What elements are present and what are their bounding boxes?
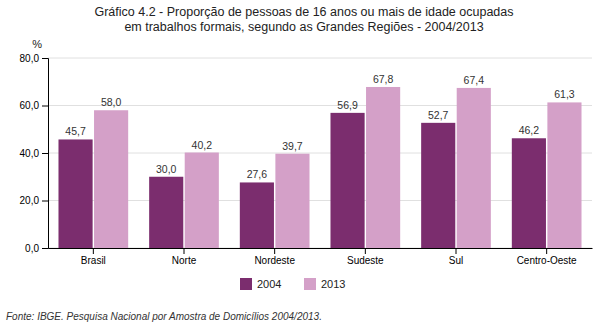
x-tick: Norte — [172, 248, 197, 266]
x-tick-mark — [456, 248, 457, 254]
y-axis-line — [42, 59, 49, 249]
data-labels: 45,7 30,0 27,6 56,9 52,7 46,2 58,0 40,2 39,7 67,8… — [65, 73, 574, 180]
legend-label: 2013 — [321, 278, 345, 290]
data-label: 58,0 — [101, 96, 122, 108]
footnote: Fonte: IBGE. Pesquisa Nacional por Amost… — [6, 311, 322, 322]
title-line: em trabalhos formais, segundo as Grandes… — [124, 20, 483, 34]
x-tick-label: Sul — [449, 255, 463, 266]
data-label: 39,7 — [282, 140, 303, 152]
legend-swatch — [240, 278, 252, 290]
bar — [366, 87, 400, 248]
bars — [58, 87, 581, 248]
legend-label: 2004 — [257, 278, 281, 290]
bar — [185, 153, 219, 248]
y-tick-mark — [42, 201, 48, 202]
y-tick: 80,0 — [20, 53, 48, 64]
legend-swatch — [304, 278, 316, 290]
data-label: 61,3 — [554, 88, 575, 100]
title-line: Gráfico 4.2 - Proporção de pessoas de 16… — [94, 5, 513, 19]
y-tick-label: 0,0 — [25, 243, 39, 254]
data-label: 67,8 — [373, 73, 394, 85]
title: Gráfico 4.2 - Proporção de pessoas de 16… — [94, 5, 513, 34]
bar — [58, 139, 92, 248]
bar — [94, 110, 128, 248]
grid-line — [48, 248, 592, 249]
y-tick-mark — [42, 106, 48, 107]
y-tick-label: 20,0 — [20, 195, 40, 206]
data-label: 46,2 — [519, 124, 540, 136]
data-label: 56,9 — [337, 99, 358, 111]
legend-item: 2013 — [304, 278, 345, 290]
x-tick: Sul — [449, 248, 463, 266]
bar — [547, 102, 581, 248]
bar — [240, 182, 274, 248]
y-tick-label: 80,0 — [20, 53, 40, 64]
grid-line — [48, 153, 592, 154]
y-tick-mark — [42, 248, 48, 249]
data-label: 52,7 — [428, 109, 449, 121]
x-tick: Brasil — [81, 248, 106, 266]
y-tick-label: 60,0 — [20, 100, 40, 111]
y-tick-mark — [42, 153, 48, 154]
x-tick-mark — [365, 248, 366, 254]
data-label: 30,0 — [156, 163, 177, 175]
x-tick-mark — [274, 248, 275, 254]
y-tick: 60,0 — [20, 100, 48, 111]
data-label: 27,6 — [247, 168, 268, 180]
x-tick-mark — [546, 248, 547, 254]
legend-item: 2004 — [240, 278, 281, 290]
bar — [421, 123, 455, 248]
plot: 0,0 20,0 40,0 60,0 80,0% Brasil Norte Nordeste S… — [20, 38, 593, 266]
bar — [149, 177, 183, 248]
data-label: 40,2 — [192, 139, 213, 151]
x-axis-line — [49, 248, 593, 249]
data-label: 67,4 — [464, 74, 485, 86]
y-tick: 20,0 — [20, 195, 48, 206]
x-tick: Nordeste — [254, 248, 295, 266]
bar — [275, 154, 309, 248]
y-tick-mark — [42, 58, 48, 59]
x-tick-label: Sudeste — [347, 255, 384, 266]
x-tick-label: Brasil — [81, 255, 106, 266]
y-tick: 40,0 — [20, 148, 48, 159]
bar — [330, 113, 364, 248]
x-tick-label: Nordeste — [254, 255, 295, 266]
y-tick: 0,0 — [25, 243, 48, 254]
y-axis: 0,0 20,0 40,0 60,0 80,0 — [20, 53, 49, 254]
grid-line — [48, 105, 592, 106]
legend: 2004 2013 — [240, 278, 345, 290]
grid-line — [48, 58, 592, 59]
x-tick-mark — [184, 248, 185, 254]
series — [94, 87, 581, 248]
y-tick-label: 40,0 — [20, 148, 40, 159]
grid-line — [48, 200, 592, 201]
bar — [512, 138, 546, 248]
x-axis: Brasil Norte Nordeste Sudeste Sul Centro-Oest… — [49, 248, 593, 266]
x-tick-label: Centro-Oeste — [517, 255, 577, 266]
y-axis-label: % — [32, 38, 42, 50]
x-tick-label: Norte — [172, 255, 197, 266]
chart: Gráfico 4.2 - Proporção de pessoas de 16… — [0, 0, 608, 326]
grid — [48, 58, 592, 248]
x-tick: Sudeste — [347, 248, 384, 266]
x-tick-mark — [93, 248, 94, 254]
data-label: 45,7 — [65, 125, 86, 137]
bar — [457, 88, 491, 248]
x-tick: Centro-Oeste — [517, 248, 577, 266]
